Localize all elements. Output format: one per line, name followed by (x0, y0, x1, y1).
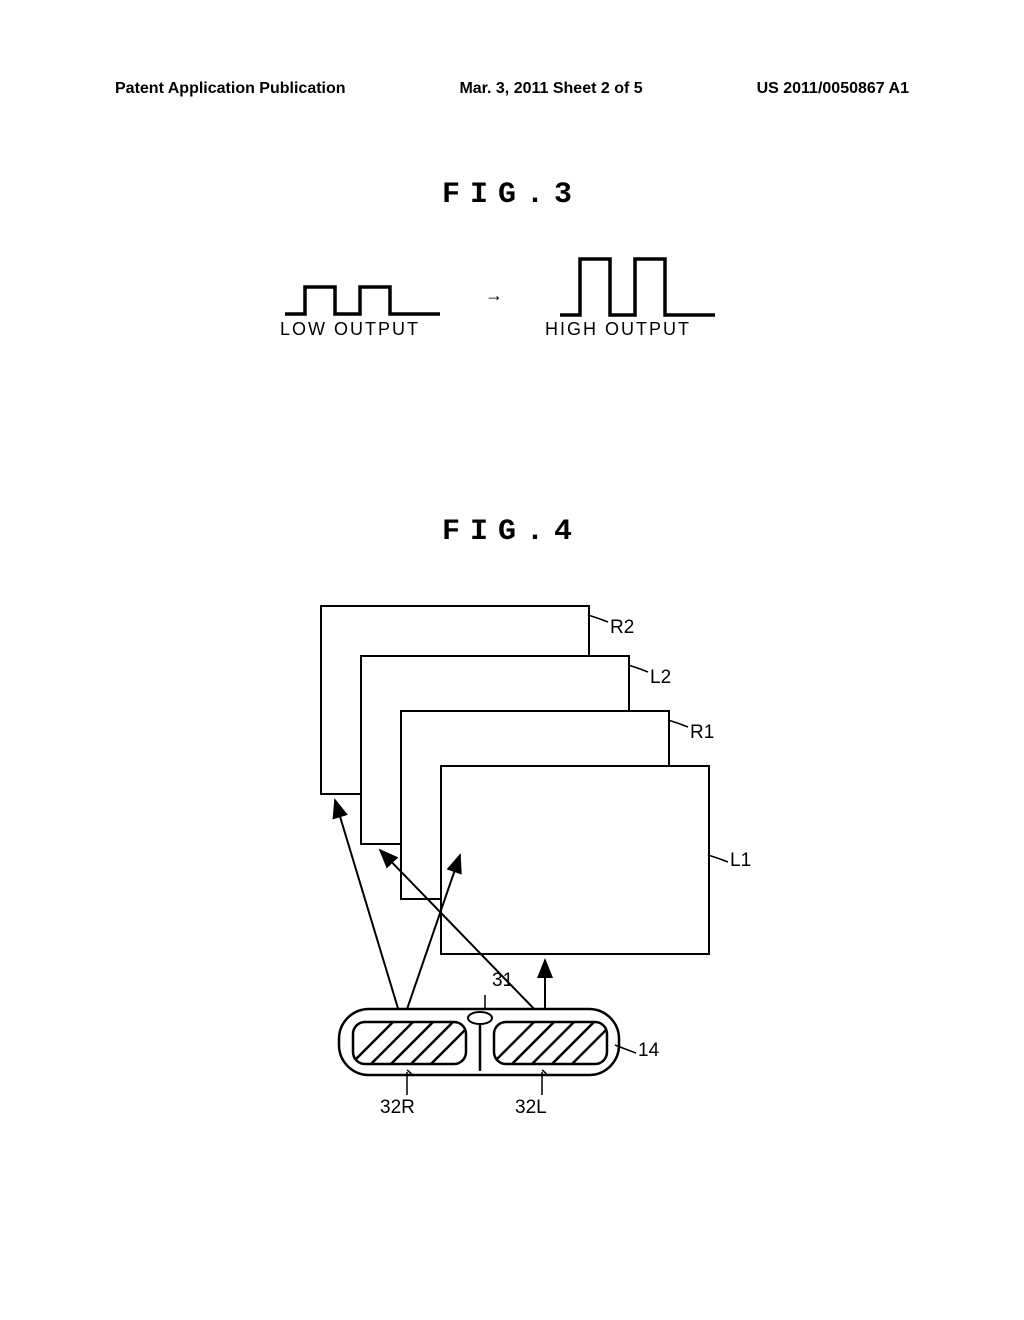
leader-l2 (620, 660, 650, 680)
sight-lines (320, 790, 620, 1020)
fig3-low-pulse (280, 279, 450, 324)
page-header: Patent Application Publication Mar. 3, 2… (0, 80, 1024, 98)
leader-32r (400, 1067, 415, 1097)
label-31: 31 (492, 970, 513, 992)
leader-32l (535, 1067, 550, 1097)
label-32l: 32L (515, 1097, 547, 1119)
glasses (335, 1005, 625, 1085)
header-left: Patent Application Publication (115, 80, 346, 98)
leader-r1 (660, 715, 690, 735)
fig4-title: FIG.4 (0, 515, 1024, 549)
fig3-high-pulse (555, 255, 725, 324)
fig3-container: → LOW OUTPUT HIGH OUTPUT (280, 255, 750, 365)
fig3-title: FIG.3 (0, 178, 1024, 212)
label-r1: R1 (690, 722, 714, 744)
label-l2: L2 (650, 667, 671, 689)
label-l1: L1 (730, 850, 751, 872)
leader-r2 (580, 610, 610, 630)
label-32r: 32R (380, 1097, 415, 1119)
label-r2: R2 (610, 617, 634, 639)
fig3-high-label: HIGH OUTPUT (545, 319, 691, 340)
leader-14 (613, 1043, 638, 1063)
leader-l1 (700, 850, 730, 870)
fig3-low-label: LOW OUTPUT (280, 319, 420, 340)
label-14: 14 (638, 1040, 659, 1062)
header-right: US 2011/0050867 A1 (757, 80, 909, 98)
header-center: Mar. 3, 2011 Sheet 2 of 5 (459, 80, 642, 98)
fig4-container: R2 L2 R1 L1 31 (260, 605, 790, 1135)
fig3-arrow: → (485, 285, 503, 306)
